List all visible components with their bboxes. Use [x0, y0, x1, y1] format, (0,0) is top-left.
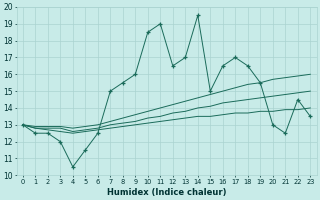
- X-axis label: Humidex (Indice chaleur): Humidex (Indice chaleur): [107, 188, 226, 197]
